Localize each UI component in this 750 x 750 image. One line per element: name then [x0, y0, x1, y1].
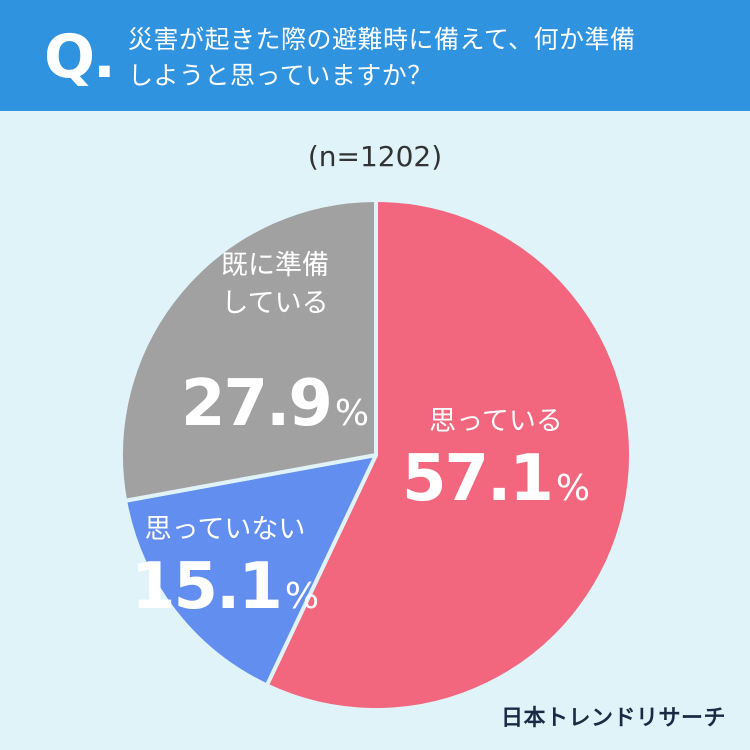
question-mark: Q. [44, 22, 116, 92]
question-line-2: しようと思っていますか？ [128, 61, 433, 90]
slice-label-2-line-0: 既に準備 [221, 250, 329, 281]
slice-label-0: 思っている [429, 406, 563, 437]
question-text: 災害が起きた際の避難時に備えて、何か準備 しようと思っていますか？ [128, 22, 728, 94]
brand-logo: 日本トレンドリサーチ [500, 706, 726, 731]
pie-slice-0 [264, 198, 633, 712]
slice-label-1: 思っていない [145, 514, 306, 545]
slice-value-label-1: 15.1% [131, 550, 319, 624]
pie-slice-1 [123, 453, 378, 688]
slice-label-2-line-1: している [221, 288, 328, 319]
question-header: Q. 災害が起きた際の避難時に備えて、何か準備 しようと思っていますか？ [0, 0, 750, 111]
slice-value-label-0: 57.1% [402, 442, 590, 516]
pie-slice-2 [119, 198, 378, 503]
slice-value-label-2: 27.9% [181, 367, 369, 441]
question-line-1: 災害が起きた際の避難時に備えて、何か準備 [128, 25, 636, 54]
sample-size-label: (n=1202) [307, 140, 443, 173]
